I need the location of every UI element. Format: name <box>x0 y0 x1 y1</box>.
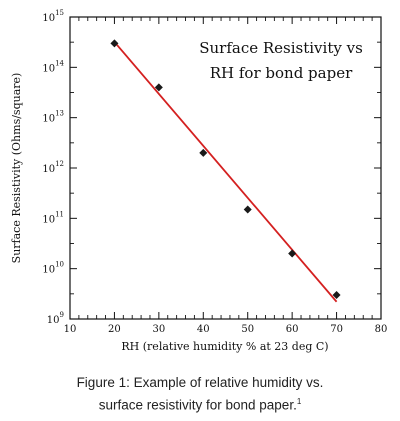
data-point <box>332 290 341 299</box>
y-tick-label-base: 10 <box>42 265 55 276</box>
y-axis-label: Surface Resistivity (Ohms/square) <box>10 73 23 264</box>
y-tick-label: 1012 <box>42 160 64 175</box>
x-tick-label: 30 <box>152 324 165 335</box>
y-tick-label-base: 10 <box>42 13 55 24</box>
y-tick-label-base: 10 <box>42 214 55 225</box>
y-tick-label: 1013 <box>42 110 64 125</box>
data-point <box>199 148 208 157</box>
data-point <box>243 205 252 214</box>
caption-footnote-mark: 1 <box>296 397 302 406</box>
y-tick-label-exponent: 9 <box>60 311 64 319</box>
x-axis-label: RH (relative humidity % at 23 deg C) <box>121 340 328 353</box>
y-tick-label-base: 10 <box>42 114 55 125</box>
chart: 10 20 30 40 50 60 70 80109101010111012101310141… <box>10 9 387 353</box>
caption-line-2-text: surface resistivity for bond paper. <box>98 397 297 413</box>
x-tick-label: 10 <box>64 324 77 335</box>
trendline-layer <box>113 41 338 303</box>
chart-title-line-1: Surface Resistivity vs <box>199 39 363 57</box>
y-tick-label: 109 <box>47 311 64 326</box>
y-tick-label-exponent: 12 <box>55 160 64 168</box>
data-points <box>110 39 341 299</box>
x-tick-label: 40 <box>197 324 210 335</box>
y-tick-label: 1015 <box>42 9 64 24</box>
axis-tick-labels: 10 20 30 40 50 60 70 80109101010111012101310141… <box>42 9 387 335</box>
x-tick-label: 60 <box>286 324 299 335</box>
chart-title-line-2: RH for bond paper <box>210 64 353 82</box>
y-tick-label-exponent: 11 <box>55 210 64 218</box>
y-tick-label-base: 10 <box>47 315 60 326</box>
data-point <box>288 249 297 258</box>
x-tick-label: 80 <box>375 324 388 335</box>
y-tick-label-base: 10 <box>42 164 55 175</box>
y-tick-label-exponent: 15 <box>55 9 64 17</box>
x-tick-label: 20 <box>108 324 121 335</box>
y-tick-label-exponent: 14 <box>55 59 64 67</box>
y-tick-label: 1014 <box>42 59 64 74</box>
axis-ticks <box>69 16 382 320</box>
plot-frame <box>69 16 382 320</box>
x-tick-label: 70 <box>330 324 343 335</box>
x-tick-label: 50 <box>241 324 254 335</box>
y-tick-label-base: 10 <box>42 63 55 74</box>
caption-line-2: surface resistivity for bond paper.1 <box>0 392 400 415</box>
y-tick-label-exponent: 10 <box>55 261 64 269</box>
y-tick-label: 1010 <box>42 261 64 276</box>
figure-caption: Figure 1: Example of relative humidity v… <box>0 373 400 415</box>
y-tick-label-exponent: 13 <box>55 110 64 118</box>
data-point <box>110 39 119 48</box>
trendline <box>113 41 338 303</box>
caption-line-1: Figure 1: Example of relative humidity v… <box>76 375 324 390</box>
data-point <box>154 83 163 92</box>
y-tick-label: 1011 <box>42 210 64 225</box>
